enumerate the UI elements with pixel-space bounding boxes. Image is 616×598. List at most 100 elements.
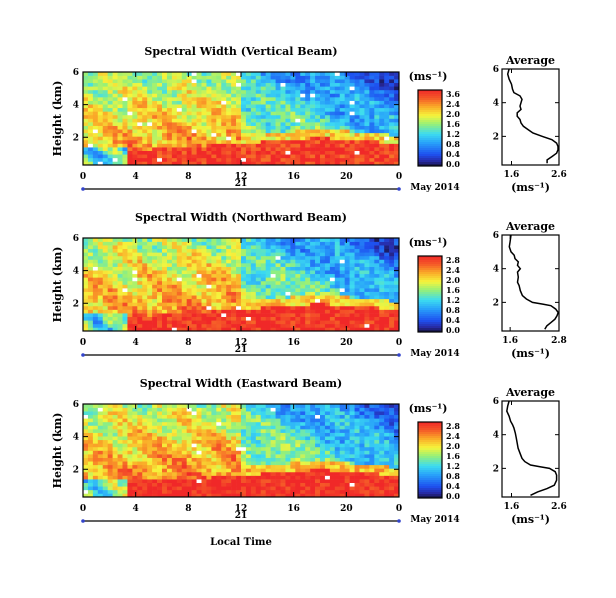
heatmap-cell <box>152 266 158 271</box>
heatmap-cell <box>97 489 104 494</box>
heatmap-cell <box>127 125 133 130</box>
heatmap-cell <box>339 273 345 278</box>
heatmap-cell <box>176 154 183 159</box>
heatmap-cell <box>127 89 133 94</box>
heatmap-cell <box>255 89 262 94</box>
heatmap-cell <box>324 407 331 412</box>
heatmap-cell <box>315 429 321 433</box>
heatmap-cell <box>137 89 143 94</box>
heatmap-cell <box>389 270 395 275</box>
heatmap-cell <box>117 305 123 310</box>
heatmap-cell <box>142 154 148 159</box>
heatmap-cell <box>265 482 271 487</box>
heatmap-cell <box>329 273 336 278</box>
heatmap-cell <box>186 404 192 408</box>
heatmap-cell <box>339 302 345 307</box>
heatmap-cell <box>97 154 104 159</box>
heatmap-cell <box>250 429 257 433</box>
heatmap-cell <box>295 72 301 76</box>
heatmap-cell <box>97 248 104 253</box>
heatmap-cell <box>137 414 143 419</box>
heatmap-cell <box>241 157 247 162</box>
heatmap-cell <box>324 132 331 137</box>
heatmap-cell <box>250 443 257 448</box>
heatmap-cell <box>83 111 89 116</box>
heatmap-cell <box>236 248 242 253</box>
colorbar-tick-label: 2.4 <box>446 99 460 109</box>
heatmap-cell <box>349 100 355 105</box>
heatmap-cell <box>349 443 355 448</box>
heatmap-cell <box>226 97 232 101</box>
heatmap-cell <box>83 245 89 250</box>
heatmap-cell <box>236 114 242 119</box>
heatmap-cell <box>206 407 212 412</box>
heatmap-cell <box>176 79 183 84</box>
heatmap-cell <box>305 471 311 476</box>
heatmap-cell <box>142 291 148 296</box>
heatmap-cell <box>196 132 202 137</box>
heatmap-cell <box>127 280 133 285</box>
heatmap-cell <box>305 457 311 462</box>
heatmap-cell <box>305 298 311 303</box>
heatmap-cell <box>221 93 227 98</box>
heatmap-cell <box>255 404 262 408</box>
heatmap-cell <box>147 122 153 126</box>
heatmap-cell <box>92 418 99 423</box>
heatmap-cell <box>349 414 355 419</box>
heatmap-cell <box>117 309 123 314</box>
heatmap-cell <box>162 157 168 162</box>
heatmap-cell <box>83 411 89 416</box>
heatmap-cell <box>334 129 341 134</box>
heatmap-cell <box>162 111 168 116</box>
heatmap-cell <box>221 270 227 275</box>
heatmap-cell <box>236 493 242 498</box>
heatmap-cell <box>364 125 370 130</box>
heatmap-cell <box>315 425 321 430</box>
heatmap-cell <box>364 302 370 307</box>
heatmap-cell <box>97 291 104 296</box>
heatmap-cell <box>265 104 271 109</box>
heatmap-cell <box>275 118 281 123</box>
heatmap-cell <box>92 482 99 487</box>
heatmap-cell <box>245 238 252 242</box>
heatmap-cell <box>127 464 133 469</box>
heatmap-cell <box>206 288 212 292</box>
heatmap-cell <box>231 305 237 310</box>
heatmap-cell <box>112 277 118 282</box>
colorbar <box>418 90 442 167</box>
heatmap-cell <box>260 486 266 491</box>
heatmap-cell <box>334 327 341 332</box>
heatmap-cell <box>176 454 183 458</box>
heatmap-cell <box>265 150 271 155</box>
heatmap-cell <box>374 143 380 148</box>
heatmap-cell <box>206 475 212 480</box>
heatmap-cell <box>354 86 360 91</box>
heatmap-cell <box>260 309 266 314</box>
heatmap-cell <box>112 457 118 462</box>
heatmap-cell <box>236 270 242 275</box>
heatmap-cell <box>285 238 291 242</box>
heatmap-cell <box>260 75 266 80</box>
heatmap-cell <box>344 97 350 101</box>
heatmap-cell <box>255 482 262 487</box>
heatmap-cell <box>374 139 380 144</box>
heatmap-cell <box>250 475 257 480</box>
heatmap-cell <box>147 93 153 98</box>
heatmap-cell <box>87 404 94 408</box>
heatmap-cell <box>364 284 370 289</box>
heatmap-cell <box>226 439 232 444</box>
colorbar-swatch <box>418 262 442 265</box>
heatmap-cell <box>349 259 355 264</box>
heatmap-cell <box>132 288 138 292</box>
heatmap-cell <box>285 161 291 166</box>
heatmap-cell <box>127 468 133 473</box>
colorbar-tick-label: 2.4 <box>446 265 460 275</box>
heatmap-cell <box>211 446 217 451</box>
heatmap-cell <box>320 150 326 155</box>
heatmap-cell <box>157 241 163 246</box>
heatmap-cell <box>147 82 153 87</box>
heatmap-cell <box>280 147 286 151</box>
heatmap-cell <box>344 284 350 289</box>
heatmap-cell <box>83 418 89 423</box>
heatmap-cell <box>132 461 138 466</box>
